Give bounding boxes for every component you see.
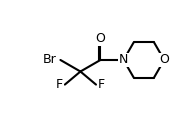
Text: N: N	[119, 53, 128, 66]
Text: O: O	[159, 53, 169, 66]
Text: F: F	[98, 78, 105, 91]
Text: F: F	[56, 78, 63, 91]
Text: O: O	[95, 32, 105, 45]
Text: Br: Br	[43, 53, 57, 66]
